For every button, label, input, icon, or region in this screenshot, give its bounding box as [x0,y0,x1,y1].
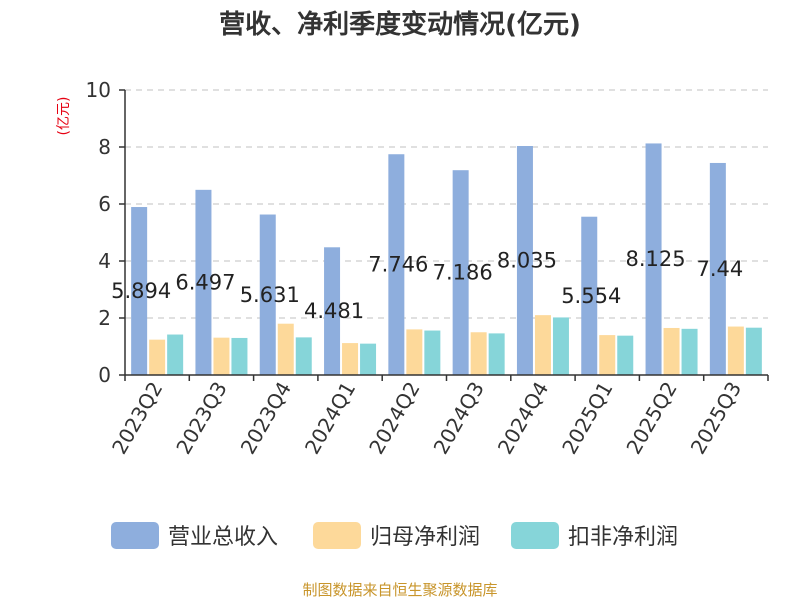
axes [124,90,768,376]
legend-swatch [313,522,361,549]
bar [488,333,505,375]
bar [424,330,441,375]
legend-label: 营业总收入 [168,525,278,550]
bar [663,327,680,375]
bar [552,317,569,375]
data-label: 8.035 [497,249,557,273]
bar [581,216,598,375]
bar [149,339,166,375]
data-label: 7.44 [696,257,743,281]
x-tick-label: 2023Q3 [171,378,231,459]
legend: 营业总收入 归母净利润 扣非净利润 [111,522,678,550]
bar [745,327,762,375]
bar [599,335,616,375]
x-tick-label: 2023Q2 [107,378,167,459]
bar [342,343,359,375]
bar [470,332,487,375]
y-tick-label: 4 [98,249,111,273]
legend-label: 扣非净利润 [568,525,678,550]
y-axis-label: (亿元) [56,97,72,136]
data-label: 7.746 [368,253,428,277]
data-label: 5.554 [561,284,621,308]
bar [727,326,744,375]
bar [617,335,634,375]
bar [645,143,662,375]
data-label: 6.497 [175,270,235,294]
bar [277,323,294,375]
bar [231,337,248,375]
bar [406,329,423,375]
bar [534,315,551,375]
x-tick-label: 2024Q4 [493,378,553,459]
bar [131,207,148,375]
data-label: 4.481 [304,299,364,323]
x-tick-label: 2024Q1 [300,378,360,459]
chart-title: 营收、净利季度变动情况(亿元) [219,9,581,40]
x-tick-label: 2024Q2 [364,378,424,459]
x-tick-label: 2025Q2 [621,378,681,459]
bar [295,337,312,375]
bar [452,170,469,375]
bar [167,334,184,375]
bar [516,146,533,375]
bar [360,343,377,375]
x-tick-label: 2025Q1 [557,378,617,459]
x-tick-label: 2023Q4 [236,378,296,459]
x-tick-label: 2024Q3 [429,378,489,459]
bar [195,189,212,375]
data-source-note: 制图数据来自恒生聚源数据库 [302,581,497,599]
y-tick-label: 2 [98,306,111,330]
data-label: 5.894 [111,279,171,303]
y-tick-label: 6 [98,192,111,216]
bar [324,247,341,375]
x-axis-ticks: 2023Q2 2023Q3 2023Q4 2024Q1 2024Q2 2024Q3 2024… [107,375,769,459]
grid-lines [125,89,768,319]
bar [213,337,230,375]
bars [131,143,762,375]
y-tick-label: 0 [98,363,111,387]
legend-label: 归母净利润 [370,525,480,550]
legend-swatch [511,522,559,549]
legend-swatch [111,522,159,549]
data-label: 5.631 [240,283,300,307]
data-label: 8.125 [625,247,685,271]
bar [709,162,726,375]
y-axis-ticks: 0 2 4 6 8 10 [86,78,125,387]
y-tick-label: 10 [86,78,111,102]
bar [259,214,276,375]
y-tick-label: 8 [98,135,111,159]
bar [388,154,405,375]
x-tick-label: 2025Q3 [686,378,746,459]
bar [681,328,698,375]
data-label: 7.186 [433,261,493,285]
